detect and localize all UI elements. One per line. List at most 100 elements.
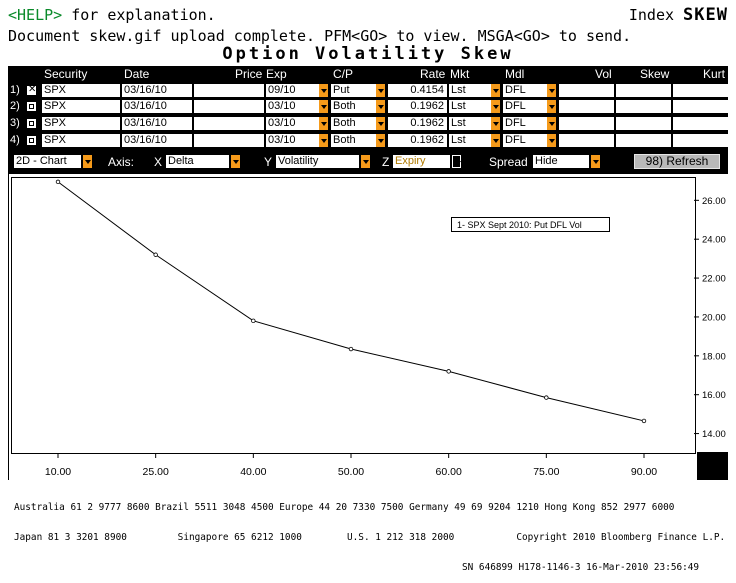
price-field[interactable] xyxy=(194,84,264,97)
help-hint: <HELP> for explanation. xyxy=(8,6,216,24)
header-mkt: Mkt xyxy=(450,67,470,81)
header-vol: Vol xyxy=(595,67,612,81)
exp-field[interactable]: 03/10 xyxy=(266,134,319,147)
z-axis-dropdown-icon[interactable] xyxy=(452,155,461,168)
exp-dropdown-icon[interactable] xyxy=(319,134,328,147)
data-point xyxy=(348,346,354,352)
header-mdl: Mdl xyxy=(505,67,525,81)
price-field[interactable] xyxy=(194,117,264,130)
mkt-dropdown-icon[interactable] xyxy=(491,134,500,147)
x-axis-select[interactable]: Delta xyxy=(166,155,229,168)
mkt-field[interactable]: Lst xyxy=(449,84,491,97)
mdl-dropdown-icon[interactable] xyxy=(547,100,556,113)
date-field[interactable]: 03/16/10 xyxy=(122,84,192,97)
y-tick-label: 20.00 xyxy=(702,312,726,323)
kurt-field[interactable] xyxy=(673,117,728,130)
z-axis-label: Z xyxy=(382,155,390,169)
mkt-field[interactable]: Lst xyxy=(449,117,491,130)
skew-field[interactable] xyxy=(616,100,671,113)
help-key[interactable]: <HELP> xyxy=(8,6,63,24)
vol-field[interactable] xyxy=(559,100,614,113)
kurt-field[interactable] xyxy=(673,100,728,113)
vol-field[interactable] xyxy=(559,84,614,97)
z-axis-select[interactable]: Expiry xyxy=(393,155,450,168)
data-point xyxy=(55,179,61,185)
y-axis-dropdown-icon[interactable] xyxy=(361,155,370,168)
data-point xyxy=(446,369,451,374)
exp-field[interactable]: 03/10 xyxy=(266,100,319,113)
footer: Australia 61 2 9777 8600 Brazil 5511 304… xyxy=(14,483,725,583)
cp-field[interactable]: Both xyxy=(331,117,376,130)
rate-field[interactable]: 0.1962 xyxy=(388,100,447,113)
row-number: 3) xyxy=(10,117,20,129)
mdl-dropdown-icon[interactable] xyxy=(547,134,556,147)
exp-field[interactable]: 03/10 xyxy=(266,117,319,130)
security-header: Index SKEW xyxy=(629,6,728,24)
header-cp: C/P xyxy=(333,67,354,81)
cp-dropdown-icon[interactable] xyxy=(376,117,385,130)
chart-mode-select[interactable]: 2D - Chart xyxy=(14,155,81,168)
date-field[interactable]: 03/16/10 xyxy=(122,134,192,147)
skew-field[interactable] xyxy=(616,84,671,97)
legend-series-label: 1- SPX Sept 2010: Put DFL Vol xyxy=(457,220,582,230)
x-tick-label: 10.00 xyxy=(45,466,71,478)
security-field[interactable]: SPX xyxy=(42,117,120,130)
cp-dropdown-icon[interactable] xyxy=(376,100,385,113)
mdl-field[interactable]: DFL xyxy=(503,117,547,130)
mdl-field[interactable]: DFL xyxy=(503,100,547,113)
cp-dropdown-icon[interactable] xyxy=(376,84,385,97)
exp-dropdown-icon[interactable] xyxy=(319,100,328,113)
vol-field[interactable] xyxy=(559,134,614,147)
x-axis-dropdown-icon[interactable] xyxy=(231,155,240,168)
cp-field[interactable]: Put xyxy=(331,84,376,97)
exp-dropdown-icon[interactable] xyxy=(319,117,328,130)
mkt-field[interactable]: Lst xyxy=(449,100,491,113)
security-field[interactable]: SPX xyxy=(42,134,120,147)
mkt-field[interactable]: Lst xyxy=(449,134,491,147)
row-checkbox[interactable]: ✕ xyxy=(26,84,37,96)
kurt-field[interactable] xyxy=(673,84,728,97)
date-field[interactable]: 03/16/10 xyxy=(122,117,192,130)
plot-frame xyxy=(11,177,696,454)
mkt-dropdown-icon[interactable] xyxy=(491,117,500,130)
price-field[interactable] xyxy=(194,134,264,147)
y-axis-select[interactable]: Volatility xyxy=(276,155,359,168)
skew-field[interactable] xyxy=(616,117,671,130)
security-field[interactable]: SPX xyxy=(42,100,120,113)
rate-field[interactable]: 0.1962 xyxy=(388,117,447,130)
spread-dropdown-icon[interactable] xyxy=(591,155,600,168)
x-tick-label: 25.00 xyxy=(143,466,169,478)
x-tick-label: 60.00 xyxy=(436,466,462,478)
mdl-dropdown-icon[interactable] xyxy=(547,84,556,97)
mkt-dropdown-icon[interactable] xyxy=(491,100,500,113)
row-checkbox[interactable] xyxy=(26,118,37,129)
security-field[interactable]: SPX xyxy=(42,84,120,97)
data-point xyxy=(251,318,256,324)
skew-field[interactable] xyxy=(616,134,671,147)
vol-field[interactable] xyxy=(559,117,614,130)
spread-select[interactable]: Hide xyxy=(533,155,589,168)
exp-field[interactable]: 09/10 xyxy=(266,84,319,97)
cp-dropdown-icon[interactable] xyxy=(376,134,385,147)
mdl-field[interactable]: DFL xyxy=(503,134,547,147)
mdl-dropdown-icon[interactable] xyxy=(547,117,556,130)
chart-mode-dropdown-icon[interactable] xyxy=(83,155,92,168)
price-field[interactable] xyxy=(194,100,264,113)
date-field[interactable]: 03/16/10 xyxy=(122,100,192,113)
row-checkbox[interactable] xyxy=(26,101,37,112)
rate-field[interactable]: 0.4154 xyxy=(388,84,447,97)
function-code: SKEW xyxy=(683,5,728,25)
mkt-dropdown-icon[interactable] xyxy=(491,84,500,97)
footer-contacts-line-2: Japan 81 3 3201 8900 Singapore 65 6212 1… xyxy=(14,532,726,543)
axis-corner-block xyxy=(697,452,728,480)
row-checkbox[interactable] xyxy=(26,135,37,146)
checkbox-box-icon xyxy=(29,138,34,143)
spread-label: Spread xyxy=(489,155,528,169)
cp-field[interactable]: Both xyxy=(331,100,376,113)
exp-dropdown-icon[interactable] xyxy=(319,84,328,97)
rate-field[interactable]: 0.1962 xyxy=(388,134,447,147)
cp-field[interactable]: Both xyxy=(331,134,376,147)
mdl-field[interactable]: DFL xyxy=(503,84,547,97)
refresh-button[interactable]: 98) Refresh xyxy=(634,154,720,169)
kurt-field[interactable] xyxy=(673,134,728,147)
